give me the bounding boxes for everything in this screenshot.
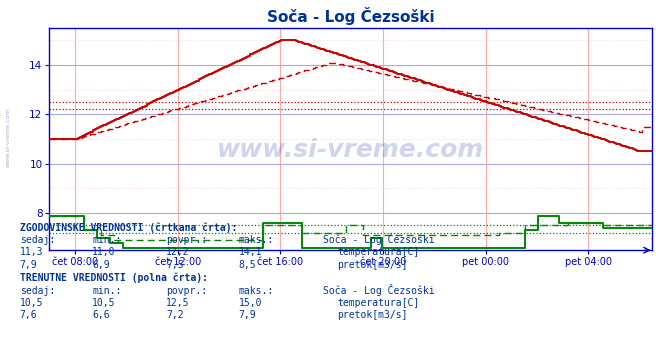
Text: 7,2: 7,2 bbox=[166, 310, 184, 320]
Text: povpr.:: povpr.: bbox=[166, 235, 207, 245]
Text: Soča - Log Čezsoški: Soča - Log Čezsoški bbox=[323, 284, 434, 296]
Text: min.:: min.: bbox=[92, 235, 122, 245]
Text: 12,5: 12,5 bbox=[166, 298, 190, 308]
Text: 11,3: 11,3 bbox=[20, 247, 43, 257]
Text: TRENUTNE VREDNOSTI (polna črta):: TRENUTNE VREDNOSTI (polna črta): bbox=[20, 273, 208, 283]
Text: 7,9: 7,9 bbox=[239, 310, 256, 320]
Text: www.si-vreme.com: www.si-vreme.com bbox=[5, 107, 11, 167]
Text: 7,9: 7,9 bbox=[20, 260, 38, 270]
Text: 6,9: 6,9 bbox=[92, 260, 110, 270]
Text: temperatura[C]: temperatura[C] bbox=[337, 298, 420, 308]
Text: 12,2: 12,2 bbox=[166, 247, 190, 257]
Text: 6,6: 6,6 bbox=[92, 310, 110, 320]
Text: sedaj:: sedaj: bbox=[20, 235, 55, 245]
Text: 15,0: 15,0 bbox=[239, 298, 262, 308]
Text: ZGODOVINSKE VREDNOSTI (črtkana črta):: ZGODOVINSKE VREDNOSTI (črtkana črta): bbox=[20, 222, 237, 233]
Text: maks.:: maks.: bbox=[239, 286, 273, 296]
Text: 10,5: 10,5 bbox=[92, 298, 116, 308]
Text: 7,6: 7,6 bbox=[20, 310, 38, 320]
Text: pretok[m3/s]: pretok[m3/s] bbox=[337, 310, 408, 320]
Text: 10,5: 10,5 bbox=[20, 298, 43, 308]
Text: Soča - Log Čezsoški: Soča - Log Čezsoški bbox=[323, 233, 434, 245]
Text: povpr.:: povpr.: bbox=[166, 286, 207, 296]
Text: temperatura[C]: temperatura[C] bbox=[337, 247, 420, 257]
Text: 14,1: 14,1 bbox=[239, 247, 262, 257]
Text: maks.:: maks.: bbox=[239, 235, 273, 245]
Title: Soča - Log Čezsoški: Soča - Log Čezsoški bbox=[267, 7, 435, 25]
Text: sedaj:: sedaj: bbox=[20, 286, 55, 296]
Text: pretok[m3/s]: pretok[m3/s] bbox=[337, 260, 408, 270]
Text: min.:: min.: bbox=[92, 286, 122, 296]
Text: 11,0: 11,0 bbox=[92, 247, 116, 257]
Text: 7,5: 7,5 bbox=[166, 260, 184, 270]
Text: 8,5: 8,5 bbox=[239, 260, 256, 270]
Text: www.si-vreme.com: www.si-vreme.com bbox=[217, 138, 484, 162]
